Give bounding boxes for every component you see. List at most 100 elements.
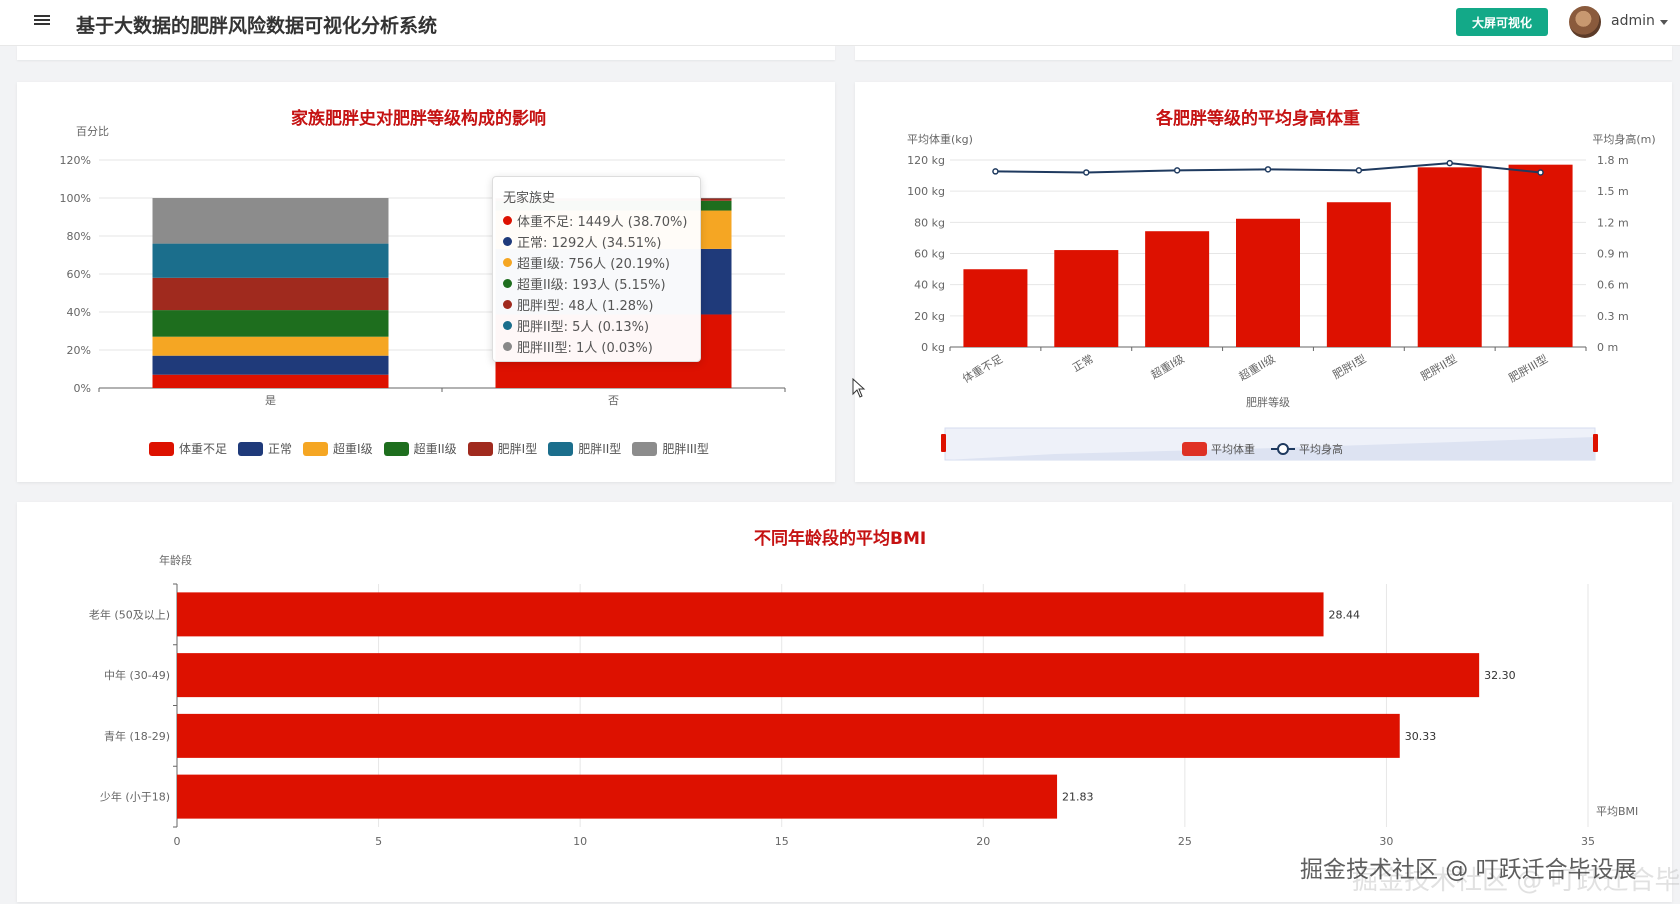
legend-item[interactable]: 正常 (238, 440, 292, 457)
x-tick-label: 肥胖I型 (1330, 351, 1368, 381)
tooltip-title: 无家族史 (503, 191, 556, 206)
value-label: 21.83 (1062, 791, 1094, 804)
y-tick-label-left: 20 kg (914, 310, 945, 323)
height-point (1083, 169, 1090, 176)
legend-swatch (238, 441, 264, 456)
x-tick-label: 35 (1581, 835, 1595, 848)
y-axis-title-left: 平均体重(kg) (907, 132, 973, 146)
weight-bar (1054, 250, 1119, 347)
y-tick-label-left: 120 kg (907, 154, 945, 167)
legend-item[interactable]: 肥胖I型 (467, 440, 537, 457)
height-point (1446, 159, 1453, 167)
tooltip-text: 正常: 1292人 (34.51%) (517, 236, 662, 251)
y-tick-label: 20% (67, 344, 91, 357)
y-tick-label-right: 0.3 m (1597, 310, 1629, 323)
zoom-handle-left (941, 434, 946, 452)
legend-swatch (467, 441, 493, 456)
tooltip-row: 肥胖I型: 48人 (1.28%) (503, 294, 690, 315)
legend-item[interactable]: 体重不足 (149, 440, 227, 457)
x-tick-label: 体重不足 (960, 351, 1005, 385)
y-tick-label: 60% (67, 268, 91, 281)
chart-legend: 体重不足 正常 超重I级 超重II级 肥胖I型 肥胖II型 肥胖III型 (149, 440, 720, 457)
bigscreen-button[interactable]: 大屏可视化 (1456, 8, 1548, 36)
legend-label: 超重II级 (413, 442, 457, 456)
tooltip-dot (503, 279, 512, 288)
zoom-handle-right (1593, 434, 1598, 452)
x-tick-label: 5 (375, 835, 382, 848)
value-label: 32.30 (1484, 669, 1516, 682)
watermark: 掘金技术社区 @ 叮跃迁合毕设展 (1300, 857, 1637, 883)
y-tick-label-right: 1.8 m (1597, 154, 1629, 167)
bmi-bar (177, 774, 1058, 819)
legend-swatch (632, 441, 658, 456)
y-tick-label: 80% (67, 230, 91, 243)
y-tick-label-left: 0 kg (921, 341, 945, 354)
legend-item[interactable]: 肥胖II型 (548, 440, 621, 457)
legend-item[interactable]: 肥胖III型 (632, 440, 709, 457)
y-tick-label-left: 100 kg (907, 185, 945, 198)
legend-label: 平均身高 (1299, 442, 1343, 456)
value-label: 28.44 (1329, 608, 1361, 621)
tooltip-dot (503, 342, 512, 351)
bar-segment (152, 336, 389, 356)
y-tick-label-left: 60 kg (914, 248, 945, 261)
bmi-bar (177, 592, 1324, 637)
bar-segment (152, 277, 389, 311)
tooltip-dot (503, 258, 512, 267)
y-tick-label-left: 40 kg (914, 279, 945, 292)
y-tick-label: 120% (60, 154, 91, 167)
tooltip-row: 体重不足: 1449人 (38.70%) (503, 210, 690, 231)
tooltip-text: 肥胖III型: 1人 (0.03%) (517, 341, 653, 356)
y-tick-label: 40% (67, 306, 91, 319)
user-name[interactable]: admin (1611, 13, 1655, 29)
family-history-panel: 家族肥胖史对肥胖等级构成的影响 百分比 0% 20% 40% 60% 80% 100% 120… (17, 82, 835, 482)
legend-label: 平均体重 (1211, 442, 1255, 456)
weight-bar (1326, 202, 1391, 347)
legend-swatch (548, 441, 574, 456)
x-tick-label: 是 (265, 394, 276, 407)
legend-swatch (149, 441, 174, 456)
bar-segment (152, 355, 389, 375)
tooltip-dot (503, 300, 512, 309)
y-axis-title: 百分比 (76, 125, 109, 138)
legend-label: 超重I级 (333, 442, 373, 456)
value-label: 30.33 (1405, 730, 1437, 743)
x-tick-label: 0 (174, 835, 181, 848)
x-tick-label: 超重II级 (1236, 351, 1277, 383)
bar-line-chart[interactable]: 平均体重(kg) 平均身高(m) 0 kg 20 kg 40 kg 60 kg 80 kg 1… (855, 82, 1672, 482)
bar-segment (152, 310, 389, 337)
weight-bar (963, 269, 1028, 347)
mouse-cursor-icon (852, 378, 866, 398)
y-tick-label-right: 0.6 m (1597, 279, 1629, 292)
x-axis-title: 肥胖等级 (1246, 395, 1290, 409)
tooltip-row: 肥胖III型: 1人 (0.03%) (503, 336, 690, 357)
panel-strip-right (855, 46, 1672, 60)
weight-bar (1417, 167, 1482, 347)
height-point (1173, 167, 1181, 174)
bmi-bar (177, 713, 1400, 758)
x-tick-label: 正常 (1070, 352, 1096, 374)
height-point (992, 168, 999, 175)
legend-item[interactable]: 超重I级 (303, 440, 373, 457)
legend-swatch (1182, 442, 1207, 456)
tooltip-text: 肥胖II型: 5人 (0.13%) (517, 320, 650, 335)
y-tick-label: 青年 (18-29) (104, 729, 170, 743)
legend-item[interactable]: 超重II级 (383, 440, 457, 457)
y-tick-label: 100% (60, 192, 91, 205)
avatar[interactable] (1569, 6, 1601, 38)
height-point (1355, 167, 1363, 174)
menu-icon[interactable] (34, 13, 50, 29)
bmi-bar (177, 653, 1480, 698)
chevron-down-icon[interactable] (1660, 20, 1668, 25)
tooltip-text: 超重I级: 756人 (20.19%) (517, 257, 671, 272)
tooltip-text: 超重II级: 193人 (5.15%) (517, 278, 666, 293)
tooltip-dot (503, 321, 512, 330)
y-tick-label-left: 80 kg (914, 216, 945, 229)
x-tick-label: 25 (1178, 835, 1192, 848)
weight-bar (1236, 218, 1300, 347)
tooltip-text: 肥胖I型: 48人 (1.28%) (517, 299, 654, 314)
stacked-bar-chart[interactable]: 百分比 0% 20% 40% 60% 80% 100% 120% 是 否 (17, 82, 835, 482)
y-tick-label-right: 0.9 m (1597, 248, 1629, 261)
tooltip-row: 超重I级: 756人 (20.19%) (503, 252, 690, 273)
